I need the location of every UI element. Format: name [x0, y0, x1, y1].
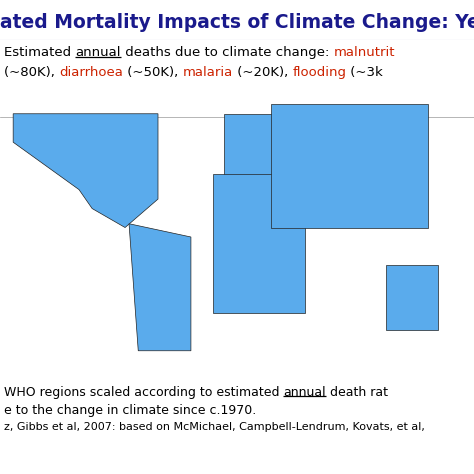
Text: z, Gibbs et al, 2007: based on McMichael, Campbell-Lendrum, Kovats, et al,: z, Gibbs et al, 2007: based on McMichael… — [4, 422, 425, 432]
Polygon shape — [271, 104, 428, 228]
Text: (~20K),: (~20K), — [233, 66, 292, 79]
Text: (~80K),: (~80K), — [4, 66, 59, 79]
Text: ated Mortality Impacts of Climate Change: Year 2000: ated Mortality Impacts of Climate Change… — [0, 13, 474, 32]
Text: e to the change in climate since c.1970.: e to the change in climate since c.1970. — [4, 404, 256, 417]
Text: death rat: death rat — [326, 386, 388, 399]
Polygon shape — [213, 174, 305, 313]
Text: annual: annual — [283, 386, 326, 399]
Text: (~50K),: (~50K), — [123, 66, 182, 79]
Text: malaria: malaria — [182, 66, 233, 79]
Text: flooding: flooding — [292, 66, 346, 79]
Text: Estimated: Estimated — [4, 46, 75, 59]
Text: WHO regions scaled according to estimated: WHO regions scaled according to estimate… — [4, 386, 283, 399]
Text: deaths due to climate change:: deaths due to climate change: — [121, 46, 334, 59]
Polygon shape — [129, 224, 191, 351]
Text: (~3k: (~3k — [346, 66, 383, 79]
Polygon shape — [386, 265, 438, 330]
Text: annual: annual — [75, 46, 121, 59]
Polygon shape — [224, 114, 290, 180]
Text: diarrhoea: diarrhoea — [59, 66, 123, 79]
Polygon shape — [13, 114, 158, 228]
Text: malnutrit: malnutrit — [334, 46, 395, 59]
